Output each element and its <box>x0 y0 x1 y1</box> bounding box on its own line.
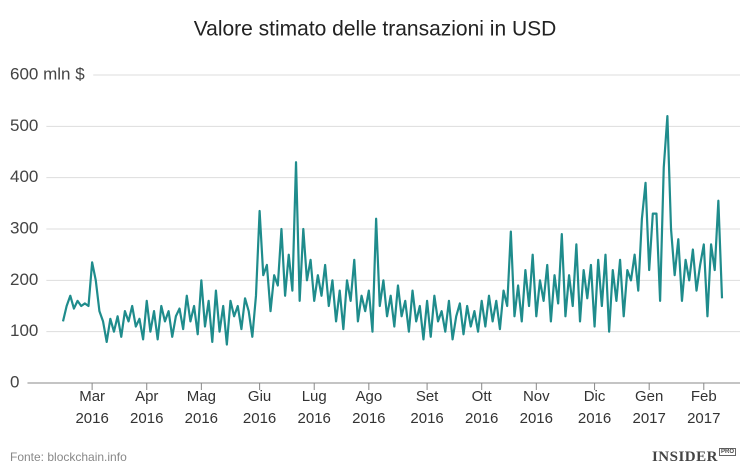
y-tick-label: 600 mln $ <box>10 64 85 83</box>
data-line <box>61 114 724 346</box>
y-tick-label: 0 <box>10 372 19 391</box>
x-tick-label: Feb 2017 <box>687 388 721 427</box>
x-tick-label: Ago 2016 <box>352 388 386 427</box>
source: Fonte: blockchain.info <box>10 450 127 464</box>
x-tick-label: Gen 2017 <box>632 388 666 427</box>
x-tick-label: Ott 2016 <box>465 388 499 427</box>
x-tick-label: Mar 2016 <box>75 388 109 427</box>
y-tick-label: 400 <box>10 167 38 186</box>
x-tick-label: Apr 2016 <box>130 388 164 427</box>
x-tick-label: Set 2016 <box>410 388 444 427</box>
logo-badge: PRO <box>718 448 736 456</box>
y-tick-label: 500 <box>10 116 38 135</box>
x-tick-label: Lug 2016 <box>297 388 331 427</box>
y-tick-label: 100 <box>10 321 38 340</box>
chart-title: Valore stimato delle transazioni in USD <box>194 18 557 41</box>
x-tick-label: Nov 2016 <box>519 388 553 427</box>
x-tick-label: Giu 2016 <box>242 388 277 427</box>
logo: INSIDER PRO <box>651 448 736 466</box>
logo-name: INSIDER <box>651 449 718 465</box>
y-tick-label: 300 <box>10 218 38 237</box>
x-tick-label: Mag 2016 <box>184 388 219 427</box>
x-tick-label: Dic 2016 <box>577 388 612 427</box>
y-tick-label: 200 <box>10 270 38 289</box>
